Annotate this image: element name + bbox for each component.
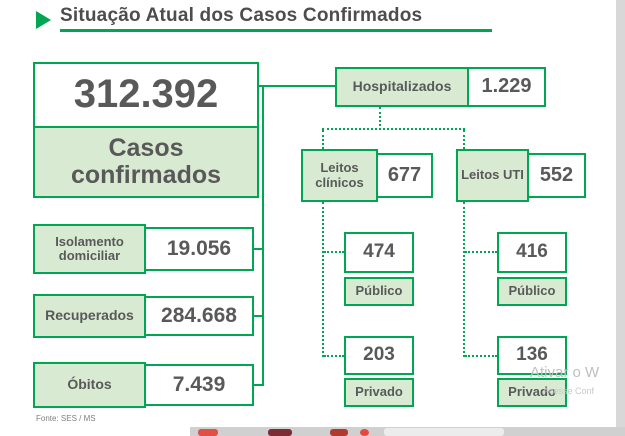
recovered-label: Recuperados bbox=[33, 294, 146, 338]
connector-line bbox=[252, 384, 264, 386]
isolation-label: Isolamento domiciliar bbox=[33, 224, 146, 274]
windows-activation-watermark-line1: Ativar o W bbox=[530, 364, 600, 381]
icu-private-label: Privado bbox=[497, 378, 567, 407]
bottom-bar-panel[interactable] bbox=[384, 428, 504, 436]
windows-activation-watermark-line2: Acesse Conf bbox=[543, 386, 595, 396]
deaths-label: Óbitos bbox=[33, 362, 146, 408]
bottom-bar-icon-1[interactable] bbox=[198, 429, 218, 436]
clinical-private-label: Privado bbox=[344, 378, 414, 407]
hospitalized-value: 1.229 bbox=[467, 67, 546, 107]
connector-dotted bbox=[379, 107, 381, 130]
icu-private-value: 136 bbox=[497, 336, 567, 375]
clinical-public-value: 474 bbox=[344, 232, 414, 273]
clinical-beds-label: Leitos clínicos bbox=[301, 149, 378, 202]
right-edge-strip bbox=[616, 0, 625, 436]
title-underline bbox=[60, 29, 492, 32]
connector-dotted bbox=[324, 355, 344, 357]
connector-line bbox=[262, 85, 264, 386]
connector-dotted bbox=[463, 130, 465, 149]
connector-dotted bbox=[324, 251, 344, 253]
bottom-bar-icon-2[interactable] bbox=[268, 429, 292, 436]
bottom-bar-icon-3[interactable] bbox=[330, 429, 348, 436]
source-note: Fonte: SES / MS bbox=[36, 414, 96, 423]
icu-beds-value: 552 bbox=[527, 153, 586, 198]
clinical-private-value: 203 bbox=[344, 336, 414, 375]
connector-line bbox=[252, 248, 264, 250]
clinical-beds-value: 677 bbox=[376, 153, 433, 198]
deaths-value: 7.439 bbox=[144, 364, 254, 406]
connector-dotted bbox=[322, 130, 324, 149]
confirmed-cases-value: 312.392 bbox=[33, 62, 259, 128]
bullet-triangle-icon bbox=[36, 11, 51, 29]
isolation-value: 19.056 bbox=[144, 227, 254, 271]
connector-dotted bbox=[322, 128, 465, 130]
connector-dotted bbox=[465, 251, 497, 253]
connector-line bbox=[252, 315, 264, 317]
connector-dotted bbox=[322, 202, 324, 357]
icu-beds-label: Leitos UTI bbox=[456, 149, 529, 202]
confirmed-cases-label: Casos confirmados bbox=[33, 126, 259, 198]
icu-public-value: 416 bbox=[497, 232, 567, 273]
recovered-value: 284.668 bbox=[144, 296, 254, 336]
bottom-bar-icon-4[interactable] bbox=[360, 429, 369, 436]
icu-public-label: Público bbox=[497, 277, 567, 306]
page-title: Situação Atual dos Casos Confirmados bbox=[60, 5, 423, 26]
hospitalized-label: Hospitalizados bbox=[335, 67, 469, 107]
connector-dotted bbox=[465, 355, 497, 357]
connector-line bbox=[259, 85, 335, 87]
clinical-public-label: Público bbox=[344, 277, 414, 306]
connector-dotted bbox=[463, 202, 465, 357]
